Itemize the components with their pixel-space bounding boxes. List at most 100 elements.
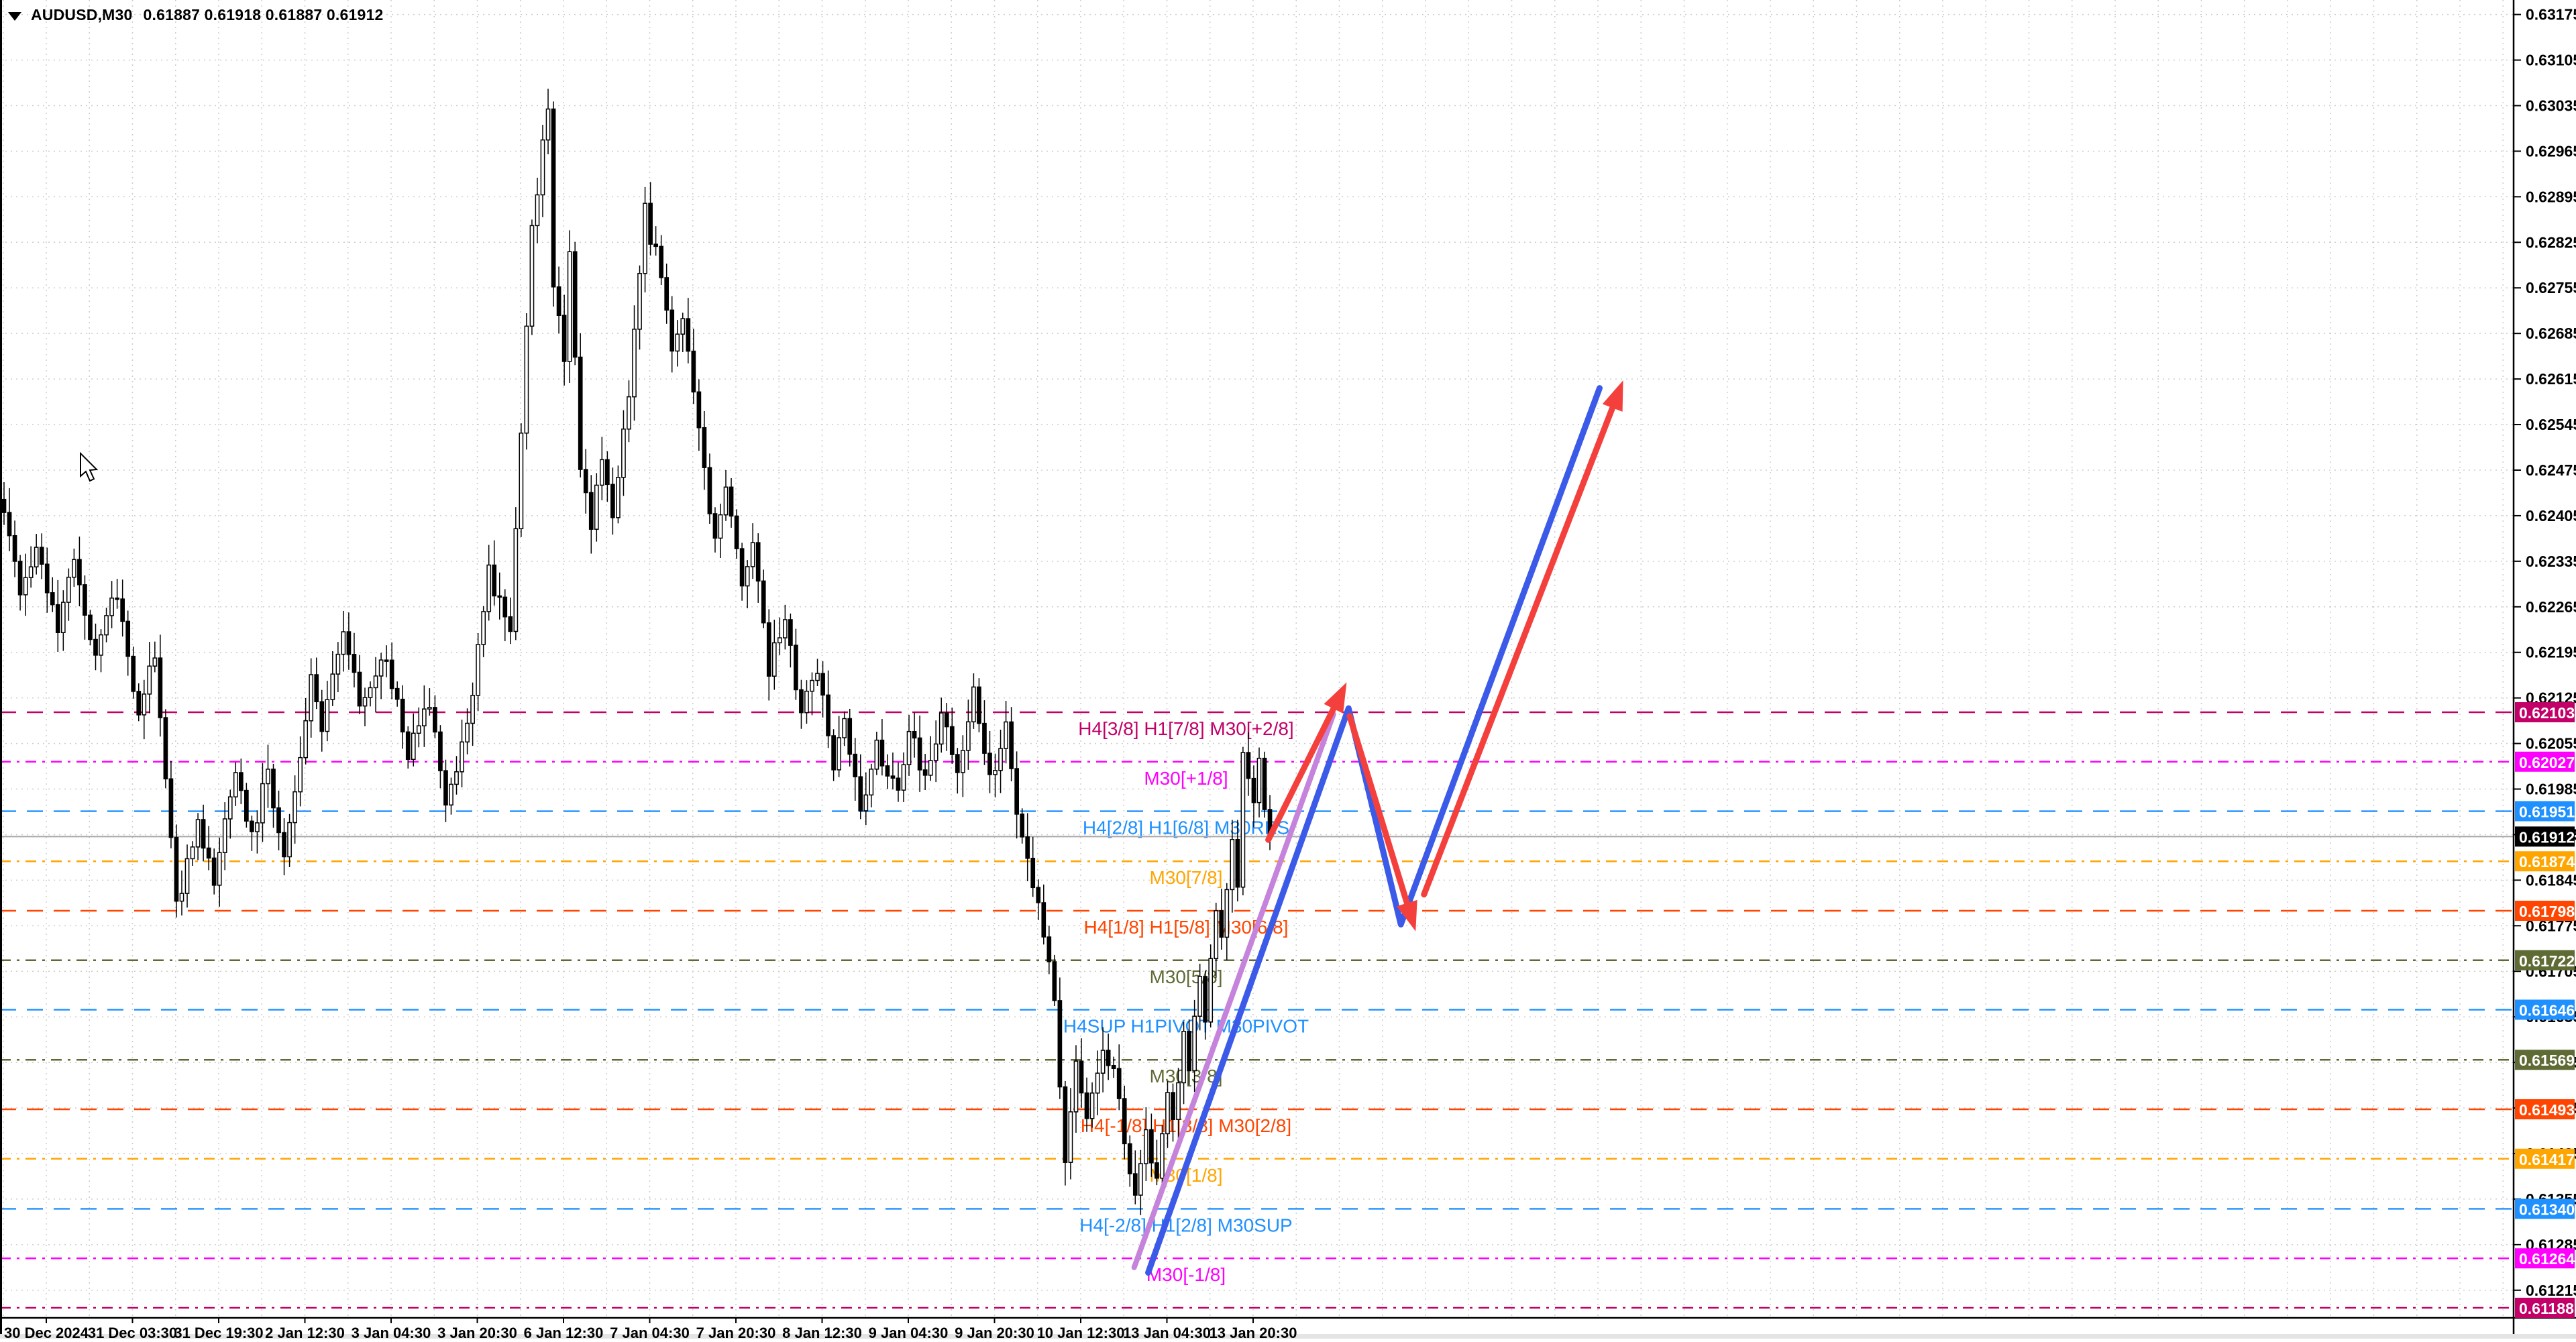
blue-projection-zigzag[interactable] xyxy=(1145,385,1603,1276)
candle xyxy=(1235,820,1240,902)
svg-text:0.62103: 0.62103 xyxy=(2519,704,2575,722)
current-price-badge: 0.61912 xyxy=(2515,826,2575,847)
candle xyxy=(1052,954,1057,1006)
candle xyxy=(152,641,158,673)
candle xyxy=(1224,883,1230,960)
candle xyxy=(163,709,168,789)
svg-text:0.61569: 0.61569 xyxy=(2519,1052,2575,1069)
price-axis[interactable]: 0.63175 0.63105 0.63035 0.62965 0.62895 0.628… xyxy=(2514,6,2576,1318)
candle xyxy=(174,824,179,917)
candle xyxy=(7,488,12,551)
candle xyxy=(712,507,718,553)
candle xyxy=(1084,1077,1089,1132)
candle xyxy=(1004,701,1008,764)
candle xyxy=(206,826,211,871)
red-arrow-down[interactable] xyxy=(1346,713,1414,918)
candle xyxy=(508,597,513,645)
candle xyxy=(190,841,195,866)
candle xyxy=(551,101,556,307)
murrey-price-badge: 0.61417 xyxy=(2515,1148,2575,1169)
price-axis-label: 0.63175 xyxy=(2526,6,2576,23)
candle xyxy=(982,700,987,765)
candle xyxy=(669,296,675,373)
candle xyxy=(88,610,93,646)
candle xyxy=(314,657,319,710)
candle xyxy=(394,681,400,707)
time-axis-label: 31 Dec 19:30 xyxy=(174,1325,263,1339)
candle xyxy=(470,682,475,746)
price-axis-label: 0.63035 xyxy=(2526,97,2576,115)
price-axis-label: 0.62265 xyxy=(2526,598,2576,616)
window-bottom-edge xyxy=(0,1334,2576,1339)
svg-text:0.61912: 0.61912 xyxy=(2519,828,2575,846)
candle xyxy=(1079,1038,1084,1108)
murrey-label: H4[3/8] H1[7/8] M30[+2/8] xyxy=(1078,718,1293,739)
candle xyxy=(874,732,879,775)
red-arrow-up-2[interactable] xyxy=(1421,393,1620,898)
candle xyxy=(1127,1135,1132,1187)
candle xyxy=(1046,926,1052,974)
candle xyxy=(158,634,163,737)
candle xyxy=(863,772,869,826)
candle xyxy=(1025,813,1030,881)
candle xyxy=(72,549,76,587)
candle xyxy=(136,683,142,722)
candle xyxy=(421,685,427,747)
candle xyxy=(561,294,567,386)
candle xyxy=(804,680,809,724)
murrey-label: M30[3/8] xyxy=(1150,1066,1223,1086)
murrey-price-badge: 0.62103 xyxy=(2515,702,2575,722)
price-axis-label: 0.62615 xyxy=(2526,370,2576,388)
candle xyxy=(260,763,265,842)
trend-arrows[interactable] xyxy=(1131,380,1623,1276)
symbol-timeframe-label: AUDUSD,M30 xyxy=(31,5,133,23)
candle xyxy=(1214,903,1219,978)
candle xyxy=(637,265,642,350)
candle xyxy=(993,753,998,797)
candle xyxy=(750,523,755,579)
murrey-price-badge: 0.61722 xyxy=(2515,950,2575,970)
candle xyxy=(201,804,206,862)
candle xyxy=(1138,1150,1143,1215)
red-arrow-up-1[interactable] xyxy=(1265,695,1342,843)
candle xyxy=(896,762,901,802)
time-axis-label: 8 Jan 12:30 xyxy=(782,1325,862,1339)
candle xyxy=(691,329,696,404)
candle xyxy=(1240,746,1246,895)
candle xyxy=(120,579,125,637)
candle xyxy=(335,642,341,693)
candle xyxy=(309,658,314,738)
candle xyxy=(411,713,416,767)
candle xyxy=(255,810,260,854)
candle xyxy=(497,572,502,620)
candle xyxy=(621,410,626,496)
candle xyxy=(115,579,119,609)
murrey-label: H4[-2/8] H1[2/8] M30SUP xyxy=(1079,1215,1292,1235)
candle xyxy=(460,719,464,787)
time-axis-label: 31 Dec 03:30 xyxy=(88,1325,177,1339)
candle xyxy=(1063,1080,1068,1186)
candle xyxy=(1176,1068,1181,1144)
price-axis-label: 0.62545 xyxy=(2526,416,2576,433)
window-menu-triangle-icon[interactable] xyxy=(8,11,21,21)
price-axis-label: 0.62825 xyxy=(2526,233,2576,251)
time-axis-label: 6 Jan 12:30 xyxy=(524,1325,604,1339)
price-axis-label: 0.62055 xyxy=(2526,735,2576,752)
candle xyxy=(125,610,131,676)
time-axis-label: 30 Dec 2024 xyxy=(4,1325,89,1339)
time-axis-label: 13 Jan 04:30 xyxy=(1123,1325,1211,1339)
candle xyxy=(529,219,535,335)
candle xyxy=(837,716,842,777)
candle xyxy=(594,473,599,542)
candle xyxy=(443,759,448,822)
candle xyxy=(389,642,394,700)
violet-trend-line[interactable] xyxy=(1131,711,1336,1270)
arrowhead-icon xyxy=(1602,380,1623,412)
murrey-price-badge: 0.61646 xyxy=(2515,999,2575,1020)
candle xyxy=(1251,765,1256,828)
candle xyxy=(885,754,890,789)
candle xyxy=(492,540,497,606)
candle xyxy=(238,759,244,805)
